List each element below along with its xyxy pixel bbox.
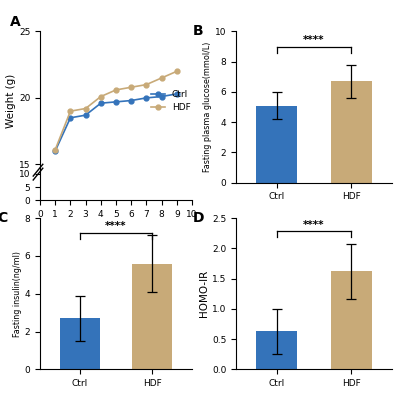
Ctrl	[129, 98, 134, 103]
Text: A: A	[10, 15, 20, 29]
Ctrl	[144, 95, 149, 100]
HDF	[129, 85, 134, 90]
Text: B: B	[192, 24, 203, 38]
Line: HDF: HDF	[53, 69, 179, 152]
HDF	[159, 75, 164, 80]
Y-axis label: Fasting plasma glucose(mmol/L): Fasting plasma glucose(mmol/L)	[203, 42, 212, 172]
Bar	[331, 81, 372, 183]
Ctrl	[68, 116, 73, 120]
HDF	[174, 69, 179, 73]
HDF	[98, 94, 103, 99]
HDF	[114, 88, 118, 92]
Ctrl	[159, 94, 164, 99]
Y-axis label: Weight (g): Weight (g)	[6, 74, 16, 129]
HDF	[83, 106, 88, 111]
X-axis label: weeks: weeks	[100, 225, 132, 235]
Bar	[132, 264, 172, 369]
Text: ****: ****	[105, 221, 127, 231]
Ctrl	[53, 149, 58, 153]
Text: D: D	[192, 211, 204, 224]
Text: C: C	[0, 211, 8, 224]
Ctrl	[98, 101, 103, 106]
Ctrl	[83, 113, 88, 118]
Bar	[256, 331, 297, 369]
HDF	[144, 82, 149, 87]
Ctrl	[174, 92, 179, 96]
Bar	[60, 318, 100, 369]
HDF	[68, 109, 73, 114]
Legend: Ctrl, HDF: Ctrl, HDF	[151, 90, 190, 112]
Ctrl	[114, 99, 118, 104]
Line: Ctrl: Ctrl	[53, 92, 179, 153]
Bar	[256, 106, 297, 183]
Y-axis label: Fasting insulin(ng/ml): Fasting insulin(ng/ml)	[13, 251, 22, 337]
Bar	[331, 272, 372, 369]
Text: ****: ****	[303, 220, 325, 230]
Text: ****: ****	[303, 35, 325, 45]
Y-axis label: HOMO-IR: HOMO-IR	[199, 270, 209, 318]
HDF	[53, 147, 58, 152]
